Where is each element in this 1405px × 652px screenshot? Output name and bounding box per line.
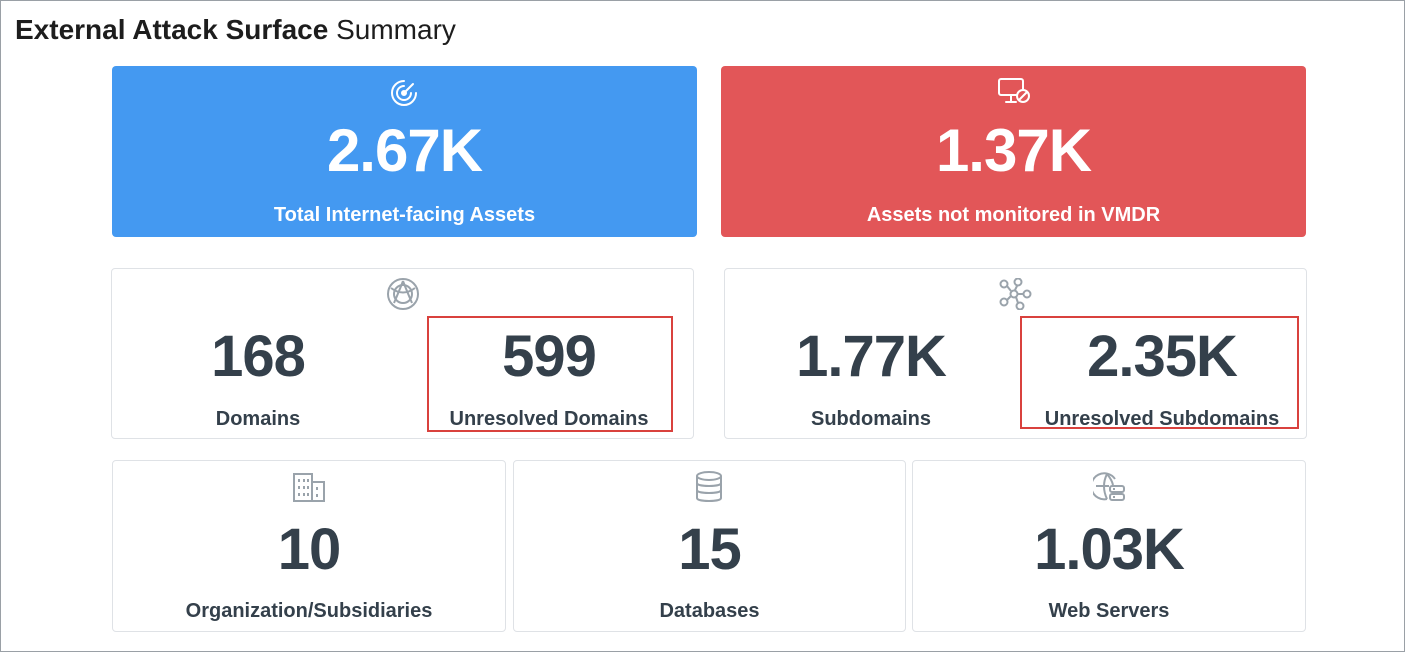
web-server-icon (1093, 472, 1125, 501)
databases-label: Databases (659, 600, 760, 622)
unresolved-domains-label: Unresolved Domains (449, 408, 649, 430)
unresolved-subdomains-highlight (1020, 316, 1299, 429)
web-servers-card[interactable]: 1.03K Web Servers (912, 460, 1306, 632)
subdomains-label: Subdomains (810, 408, 931, 430)
network-nodes-icon (999, 278, 1032, 310)
domains-card: 168 Domains 599 Unresolved Domains (111, 268, 694, 439)
page-title: External Attack Surface Summary (15, 14, 456, 46)
web-servers-label: Web Servers (1048, 600, 1170, 622)
unresolved-domains-value: 599 (502, 324, 597, 389)
organizations-label: Organization/Subsidiaries (185, 600, 433, 622)
databases-card[interactable]: 15 Databases (513, 460, 906, 632)
organizations-value: 10 (277, 517, 342, 582)
subdomains-count[interactable]: 1.77K Subdomains (725, 269, 1017, 438)
database-icon (696, 471, 722, 502)
unresolved-domains[interactable]: 599 Unresolved Domains (404, 269, 694, 438)
subdomains-card: 1.77K Subdomains 2.35K Unresolved Subdom… (724, 268, 1307, 439)
total-assets-label: Total Internet-facing Assets (273, 204, 536, 226)
page-title-light: Summary (336, 14, 456, 45)
total-assets-value: 2.67K (326, 117, 483, 184)
unresolved-subdomains-value: 2.35K (1087, 324, 1238, 389)
subdomains-value: 1.77K (796, 324, 947, 389)
domains-count[interactable]: 168 Domains (112, 269, 404, 438)
not-monitored-card[interactable]: 1.37K Assets not monitored in VMDR (721, 66, 1306, 237)
domains-label: Domains (215, 408, 301, 430)
unresolved-domains-highlight (427, 316, 673, 432)
domains-value: 168 (211, 324, 306, 389)
monitor-blocked-icon (998, 78, 1030, 103)
globe-network-icon (387, 278, 419, 310)
page-title-bold: External Attack Surface (15, 14, 329, 45)
web-servers-value: 1.03K (1034, 517, 1185, 582)
unresolved-subdomains[interactable]: 2.35K Unresolved Subdomains (1017, 269, 1307, 438)
not-monitored-value: 1.37K (935, 117, 1092, 184)
databases-value: 15 (678, 517, 742, 582)
not-monitored-label: Assets not monitored in VMDR (866, 204, 1161, 226)
organizations-card[interactable]: 10 Organization/Subsidiaries (112, 460, 506, 632)
total-assets-card[interactable]: 2.67K Total Internet-facing Assets (112, 66, 697, 237)
radar-icon (391, 80, 417, 106)
unresolved-subdomains-label: Unresolved Subdomains (1044, 408, 1280, 430)
buildings-icon (293, 473, 325, 502)
